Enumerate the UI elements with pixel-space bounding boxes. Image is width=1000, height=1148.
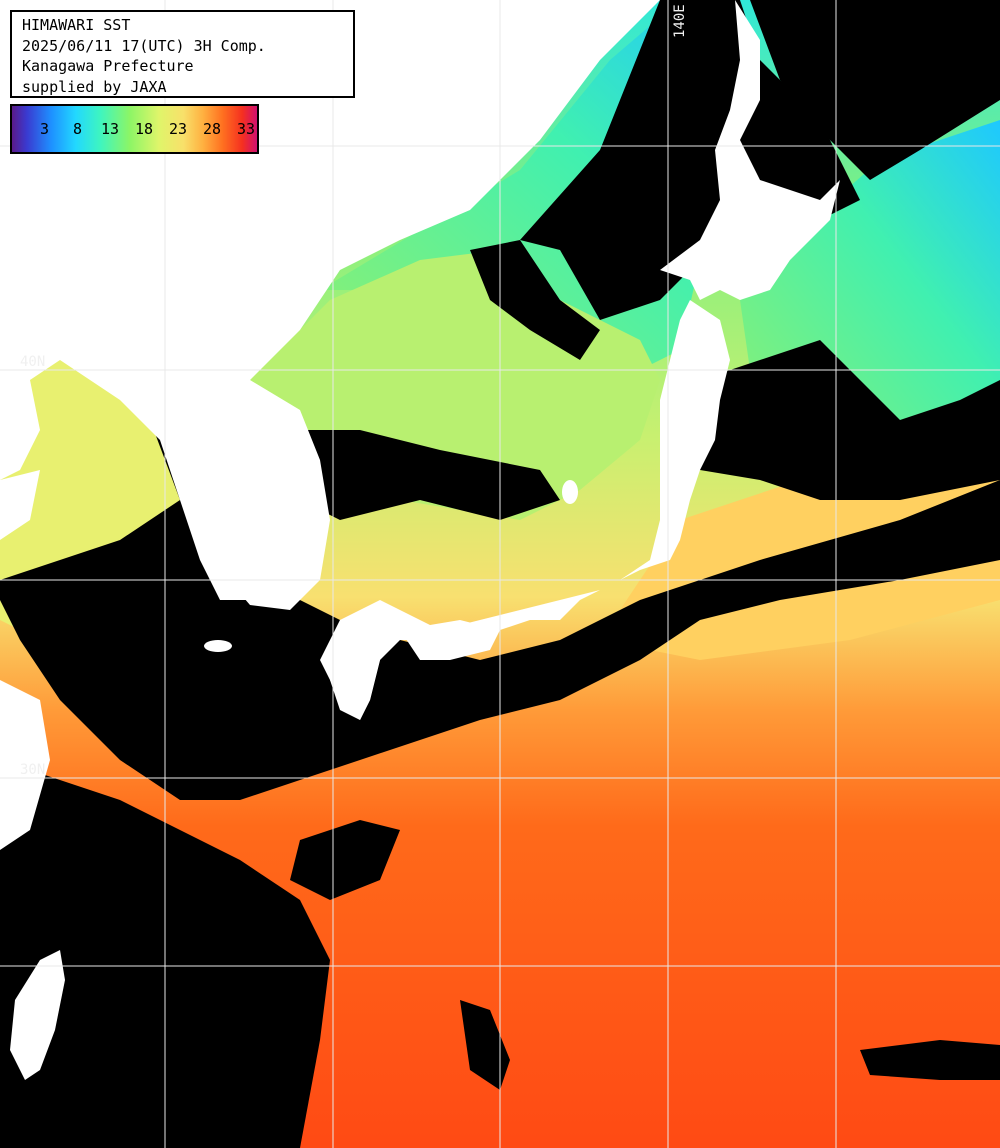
- land-taiwan: [10, 950, 65, 1080]
- lon-label-140e: 140E: [672, 4, 688, 38]
- scale-label: 3: [40, 120, 50, 138]
- land-jeju: [204, 640, 232, 652]
- info-supplier: supplied by JAXA: [22, 77, 167, 96]
- land-china-coast: [0, 470, 50, 850]
- info-box: HIMAWARI SST 2025/06/11 17(UTC) 3H Comp.…: [10, 10, 355, 98]
- cloud-mask: [280, 430, 560, 520]
- land-sakhalin-hokkaido: [660, 0, 840, 300]
- land-shikoku: [400, 620, 500, 660]
- cloud-mask: [520, 0, 860, 320]
- cloud-mask: [470, 240, 600, 360]
- lat-label-40n: 40N: [20, 354, 45, 370]
- scale-label: 13: [101, 120, 120, 138]
- lat-label-30n: 30N: [20, 762, 45, 778]
- scale-label: 23: [169, 120, 188, 138]
- info-title: HIMAWARI SST: [22, 16, 131, 34]
- cloud-mask: [860, 1040, 1000, 1080]
- land-korea-peninsula: [210, 380, 330, 610]
- cloud-mask: [750, 0, 1000, 180]
- color-scale-labels: 3 8 13 18 23 28 33: [12, 120, 257, 140]
- info-datetime: 2025/06/11 17(UTC) 3H Comp.: [22, 36, 266, 55]
- land-sado: [562, 480, 578, 504]
- scale-label: 33: [237, 120, 256, 138]
- cloud-mask: [700, 340, 1000, 500]
- scale-label: 28: [203, 120, 222, 138]
- color-scale-bar: 3 8 13 18 23 28 33: [10, 104, 259, 154]
- cloud-mask: [0, 420, 1000, 800]
- cloud-mask: [290, 820, 400, 900]
- info-region: Kanagawa Prefecture: [22, 57, 194, 75]
- land-kyushu: [330, 640, 380, 720]
- scale-label: 8: [73, 120, 83, 138]
- scale-label: 18: [135, 120, 154, 138]
- cloud-mask: [460, 1000, 510, 1090]
